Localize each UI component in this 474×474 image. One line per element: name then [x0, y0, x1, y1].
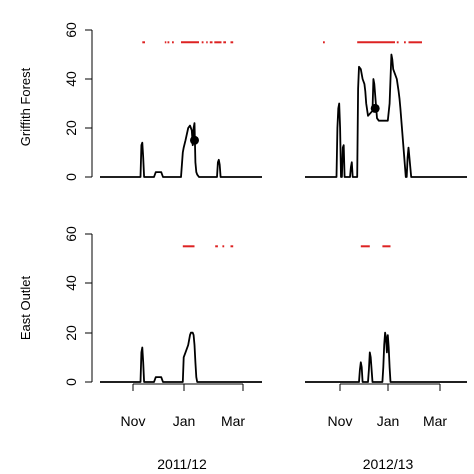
y-tick-label-top-20: 20 [63, 120, 79, 136]
panel-griffith-2012-series-line [305, 53, 467, 178]
panel-griffith-2012-highlight-point [370, 103, 380, 113]
row-label-griffith-forest: Griffith Forest [18, 67, 33, 146]
y-tick-label-bottom-60: 60 [63, 226, 79, 242]
y-tick-label-top-40: 40 [63, 71, 79, 87]
panel-east-2012-series-line [305, 331, 467, 383]
x-tick-label-right-mar: Mar [423, 413, 447, 429]
season-label-2012-13: 2012/13 [363, 456, 414, 472]
x-tick-label-left-nov: Nov [121, 413, 146, 429]
panel-griffith-2012 [305, 41, 467, 178]
x-tick-label-left-mar: Mar [221, 413, 245, 429]
panel-griffith-2011-series-line [100, 122, 262, 178]
x-axis-left: Nov Jan Mar 2011/12 [121, 383, 245, 472]
y-tick-label-bottom-0: 0 [63, 378, 79, 386]
panels [100, 41, 467, 383]
x-axis-right: Nov Jan Mar 2012/13 [328, 383, 447, 472]
y-tick-label-bottom-20: 20 [63, 325, 79, 341]
y-axis-top: 0 20 40 60 [63, 22, 93, 181]
y-axis-bottom: 0 20 40 60 [63, 226, 93, 386]
y-tick-label-top-0: 0 [63, 173, 79, 181]
x-tick-label-right-jan: Jan [377, 413, 400, 429]
x-tick-label-right-nov: Nov [328, 413, 353, 429]
panel-east-2012 [305, 245, 467, 383]
season-label-2011-12: 2011/12 [157, 456, 207, 472]
row-label-east-outlet: East Outlet [18, 275, 33, 340]
x-tick-label-left-jan: Jan [173, 413, 196, 429]
panel-griffith-2011-highlight-point [190, 135, 199, 145]
y-tick-label-top-60: 60 [63, 22, 79, 38]
panel-east-2011 [100, 245, 262, 383]
panel-east-2011-series-line [100, 331, 262, 383]
panel-griffith-2011 [100, 41, 262, 178]
y-tick-label-bottom-40: 40 [63, 275, 79, 291]
